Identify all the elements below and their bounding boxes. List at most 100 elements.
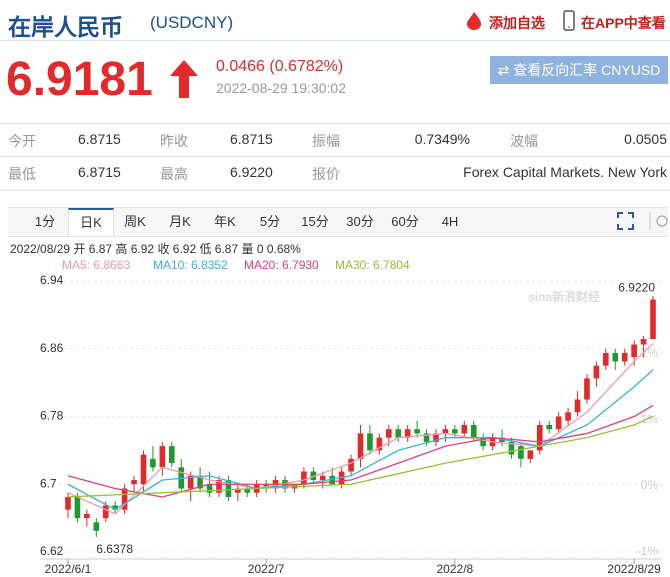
ma-line (67, 369, 654, 511)
candle-body (555, 416, 562, 430)
candle-body (470, 424, 477, 438)
candle-body (640, 339, 647, 345)
tab[interactable]: 30分 (346, 214, 374, 229)
candle-body (404, 429, 411, 438)
candle-body (301, 471, 307, 485)
y2-tick-label: 0% (641, 478, 659, 492)
tab[interactable]: 日K (68, 208, 114, 236)
candle-body (650, 299, 656, 340)
candle-body (65, 496, 71, 510)
candle-body (102, 505, 109, 519)
candle-body (386, 429, 392, 438)
candle-body (168, 446, 175, 464)
candle-body (197, 475, 203, 489)
candle-body (74, 496, 81, 519)
ma-line (67, 342, 654, 515)
candle-body (357, 433, 364, 459)
candle-body (235, 488, 241, 493)
candle-body (508, 441, 515, 455)
tab[interactable]: 1分 (34, 214, 56, 229)
y-tick-label: 6.86 (40, 341, 64, 355)
candle-body (150, 458, 156, 468)
tab[interactable]: 年K (214, 214, 236, 229)
stat-value: 0.7349% (414, 131, 470, 147)
title: 在岸人民币 (8, 14, 123, 40)
tab[interactable]: 5分 (259, 214, 281, 229)
view-in-app[interactable]: 在APP中查看 (581, 15, 666, 31)
candle-body (546, 424, 553, 430)
reverse-rate-button[interactable]: ⇄ 查看反向汇率 CNYUSD (490, 56, 668, 84)
toolbar-icons (617, 212, 668, 230)
stat-label: 今开 (8, 133, 36, 149)
stat-label: 报价 (312, 166, 340, 182)
candle-body (395, 429, 402, 438)
legend-entry: MA10: 6.8352 (153, 258, 228, 272)
candle-body (376, 437, 383, 451)
add-watchlist[interactable]: 添加自选 (489, 15, 545, 31)
candle-body (131, 480, 137, 485)
time: 2022-08-29 19:30:02 (216, 80, 346, 96)
candle-body (565, 412, 571, 421)
candle-body (244, 488, 251, 493)
candle-body (112, 505, 118, 510)
stat-label: 波幅 (510, 133, 538, 149)
stat-value: 6.8715 (78, 164, 121, 180)
candle-body (140, 454, 147, 485)
ma-line (67, 404, 654, 498)
stat-value: Forex Capital Markets. New York (463, 164, 667, 180)
tab[interactable]: 60分 (391, 214, 419, 229)
legend-entry: MA30: 6.7804 (335, 258, 410, 272)
phone-icon (563, 10, 575, 31)
change: 0.0466 (0.6782%) (216, 58, 344, 75)
stat-value: 6.8715 (78, 131, 121, 147)
y2-tick-label: -1% (637, 544, 659, 558)
tab-bar (8, 207, 668, 237)
candle-body (442, 429, 449, 434)
y-tick-label: 6.7 (40, 476, 57, 490)
candle-body (593, 365, 600, 379)
y-tick-label: 6.94 (40, 273, 64, 287)
code: (USDCNY) (150, 13, 234, 32)
candle-body (225, 480, 232, 497)
candle-body (527, 450, 534, 459)
divider (0, 40, 670, 41)
y2-tick-label: 1% (641, 412, 659, 426)
tab[interactable]: 15分 (301, 214, 329, 229)
candle-body (348, 458, 354, 472)
stat-value: 6.8715 (230, 131, 273, 147)
tab[interactable]: 周K (124, 214, 146, 229)
stat-value: 6.9220 (230, 164, 273, 180)
candle-body (329, 475, 335, 485)
candle-body (452, 429, 458, 434)
legend-entry: MA5: 6.8663 (62, 258, 130, 272)
candle-body (319, 475, 326, 481)
candle-body (187, 475, 194, 489)
max-label: 6.9220 (618, 280, 655, 294)
info-line: 2022/08/29 开 6.87 高 6.92 收 6.92 低 6.87 量… (10, 241, 301, 256)
watermark: sina新浪财经 (528, 289, 600, 304)
stat-value: 0.0505 (624, 131, 667, 147)
up-arrow (170, 60, 198, 98)
tab[interactable]: 4H (441, 214, 459, 229)
candle-body (574, 399, 581, 413)
candle-body (367, 433, 373, 451)
candle-body (480, 437, 486, 447)
x-tick-label: 2022/7 (248, 562, 285, 576)
tab[interactable]: 月K (169, 214, 191, 229)
divider (0, 156, 670, 157)
x-tick-label: 2022/8 (437, 562, 474, 576)
x-tick-label: 2022/8/29 (607, 562, 661, 576)
candle-body (584, 378, 590, 400)
y2-tick-label: 2% (641, 346, 659, 360)
candle-body (621, 352, 628, 362)
ma-line (67, 415, 654, 498)
divider (0, 190, 670, 191)
candle-body (159, 446, 166, 468)
candle-body (216, 480, 222, 493)
chart: 2022/08/29 开 6.87 高 6.92 收 6.92 低 6.87 量… (10, 241, 662, 576)
candle-body (631, 344, 637, 358)
candle-body (536, 424, 543, 451)
candle-body (603, 352, 609, 366)
candle-body (433, 433, 439, 442)
